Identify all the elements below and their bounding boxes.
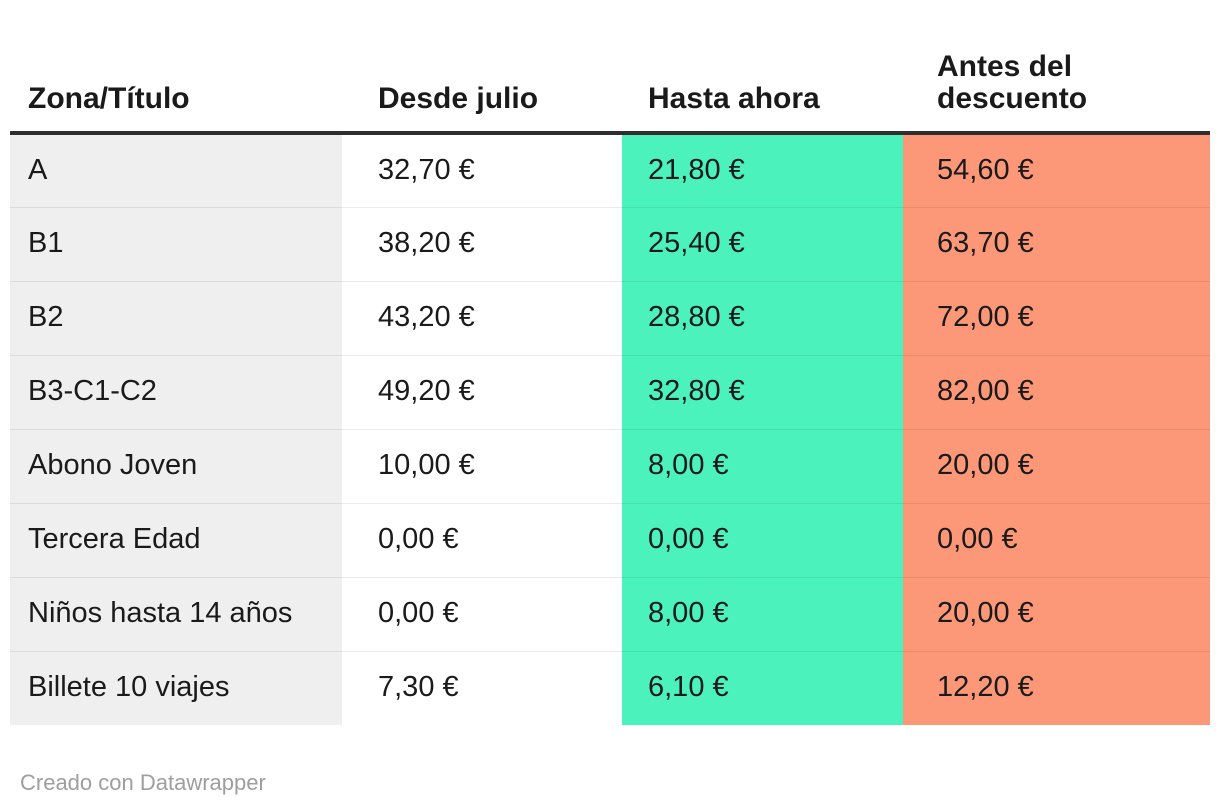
row-label-cell: B2 bbox=[10, 280, 342, 355]
column-header-hasta-ahora: Hasta ahora bbox=[622, 0, 903, 135]
value-cell: 72,00 € bbox=[903, 280, 1210, 355]
value-cell: 8,00 € bbox=[622, 428, 903, 503]
column-header-desde-julio: Desde julio bbox=[342, 0, 622, 135]
value-cell: 32,70 € bbox=[342, 133, 622, 207]
value-cell: 63,70 € bbox=[903, 206, 1210, 281]
table-row: B1 38,20 €25,40 €63,70 € bbox=[10, 206, 1210, 281]
fares-table: Zona/Título Desde julio Hasta ahora Ante… bbox=[10, 0, 1210, 725]
value-cell: 0,00 € bbox=[903, 502, 1210, 577]
table-body: A 32,70 €21,80 €54,60 € B1 38,20 €25,40 €63… bbox=[10, 133, 1210, 725]
row-label-cell: B1 bbox=[10, 206, 342, 281]
table-row: Abono Joven 10,00 €8,00 €20,00 € bbox=[10, 428, 1210, 503]
datawrapper-credit: Creado con Datawrapper bbox=[20, 770, 266, 795]
value-cell: 20,00 € bbox=[903, 576, 1210, 651]
value-cell: 32,80 € bbox=[622, 354, 903, 429]
value-cell: 6,10 € bbox=[622, 650, 903, 725]
column-header-zona-titulo: Zona/Título bbox=[10, 0, 342, 135]
table-row: B2 43,20 €28,80 €72,00 € bbox=[10, 280, 1210, 355]
row-label-cell: Tercera Edad bbox=[10, 502, 342, 577]
value-cell: 54,60 € bbox=[903, 133, 1210, 207]
column-header-antes-del-descuento: Antes del descuento bbox=[903, 0, 1210, 135]
table-header: Zona/Título Desde julio Hasta ahora Ante… bbox=[10, 0, 1210, 135]
value-cell: 7,30 € bbox=[342, 650, 622, 725]
value-cell: 28,80 € bbox=[622, 280, 903, 355]
table-row: Tercera Edad 0,00 €0,00 €0,00 € bbox=[10, 502, 1210, 577]
value-cell: 21,80 € bbox=[622, 133, 903, 207]
table-row: Billete 10 viajes 7,30 €6,10 €12,20 € bbox=[10, 650, 1210, 725]
value-cell: 10,00 € bbox=[342, 428, 622, 503]
value-cell: 82,00 € bbox=[903, 354, 1210, 429]
row-label-cell: A bbox=[10, 133, 342, 207]
table-row: A 32,70 €21,80 €54,60 € bbox=[10, 133, 1210, 207]
value-cell: 0,00 € bbox=[622, 502, 903, 577]
row-label-cell: B3-C1-C2 bbox=[10, 354, 342, 429]
value-cell: 25,40 € bbox=[622, 206, 903, 281]
value-cell: 49,20 € bbox=[342, 354, 622, 429]
header-row: Zona/Título Desde julio Hasta ahora Ante… bbox=[10, 0, 1210, 135]
value-cell: 8,00 € bbox=[622, 576, 903, 651]
value-cell: 12,20 € bbox=[903, 650, 1210, 725]
value-cell: 0,00 € bbox=[342, 502, 622, 577]
value-cell: 0,00 € bbox=[342, 576, 622, 651]
value-cell: 20,00 € bbox=[903, 428, 1210, 503]
row-label-cell: Abono Joven bbox=[10, 428, 342, 503]
table-row: B3-C1-C2 49,20 €32,80 €82,00 € bbox=[10, 354, 1210, 429]
value-cell: 38,20 € bbox=[342, 206, 622, 281]
row-label-cell: Billete 10 viajes bbox=[10, 650, 342, 725]
value-cell: 43,20 € bbox=[342, 280, 622, 355]
row-label-cell: Niños hasta 14 años bbox=[10, 576, 342, 651]
table-row: Niños hasta 14 años 0,00 €8,00 €20,00 € bbox=[10, 576, 1210, 651]
